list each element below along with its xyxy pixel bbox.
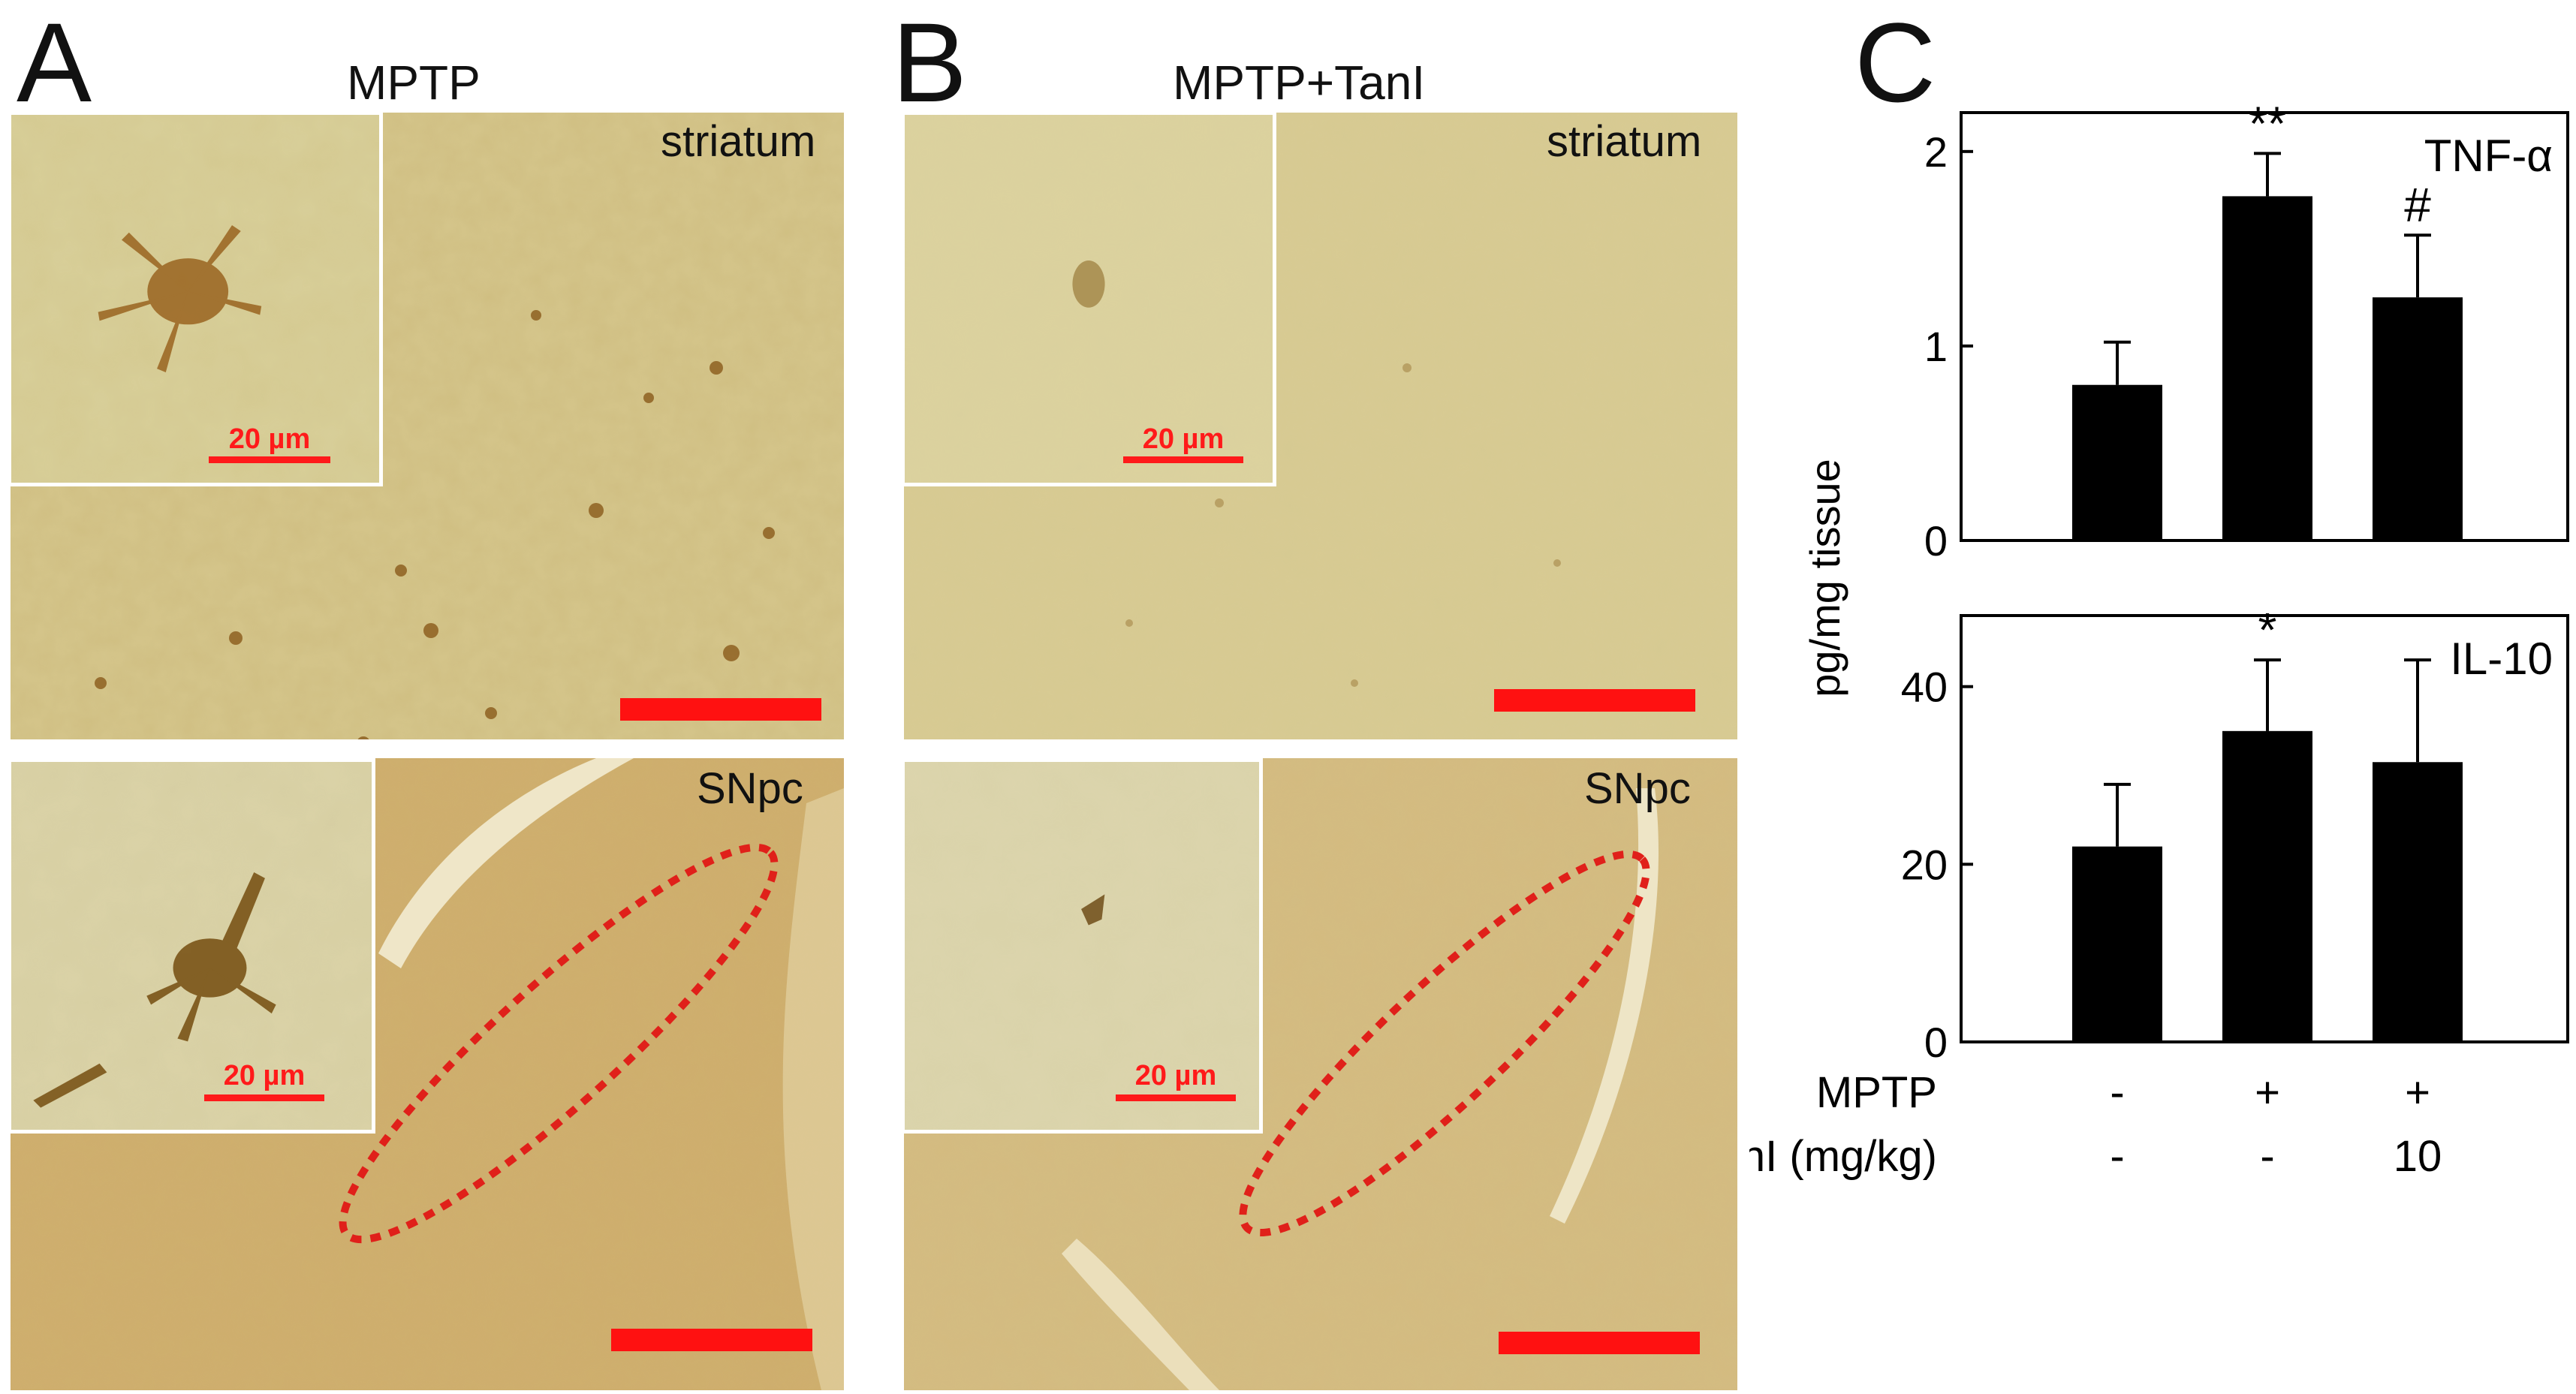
bar-0-1: [2222, 196, 2312, 540]
y-tick-label-0-2: 2: [1924, 128, 1948, 176]
inset-scale-bar-b-snpc: [1116, 1094, 1236, 1101]
panel-a-title: MPTP: [347, 56, 481, 110]
inset-scale-bar-a-snpc: [204, 1094, 324, 1101]
treatment-value-1-2: 10: [2394, 1132, 2442, 1181]
region-label-b-snpc: SNpc: [1584, 764, 1691, 813]
inset-scale-label-a-snpc: 20 µm: [223, 1060, 306, 1091]
scale-bar-b-snpc: [1499, 1332, 1700, 1354]
inset-scale-bar-a-striatum: [209, 456, 330, 463]
treatment-value-0-1: +: [2255, 1068, 2280, 1117]
y-tick-label-0-1: 1: [1924, 323, 1948, 370]
scale-bar-a-striatum: [620, 698, 821, 721]
panel-letter-c: C: [1854, 0, 1936, 125]
bar-1-2: [2373, 762, 2463, 1042]
y-tick-label-0-0: 0: [1924, 517, 1948, 565]
inset-b-striatum: [901, 111, 1276, 486]
y-tick-label-1-2: 40: [1901, 664, 1948, 711]
bar-1-1: [2222, 730, 2312, 1042]
chart-title-0: TNF-α: [2424, 131, 2553, 181]
region-label-a-striatum: striatum: [661, 117, 816, 166]
bar-chart-svg: 0 1 2 ** #TNF-α 0 20 40 * IL-10 pg/mg tissue MPTP - +…: [1695, 96, 2569, 1181]
significance-0-1: **: [2249, 98, 2286, 150]
inset-scale-bar-b-striatum: [1123, 456, 1243, 463]
inset-a-snpc: [8, 758, 375, 1134]
treatment-value-0-2: +: [2405, 1068, 2430, 1117]
panel-c-charts: 0 1 2 ** # TNF-α 0 20 40 * IL-10 pg/mg tissue MPTP - +…: [1695, 96, 2576, 1390]
treatment-value-0-0: -: [2110, 1068, 2124, 1117]
treatment-value-1-0: -: [2110, 1132, 2124, 1181]
y-axis-label: pg/mg tissue: [1801, 459, 1848, 697]
region-label-a-snpc: SNpc: [697, 764, 803, 813]
bar-0-0: [2072, 384, 2162, 540]
region-label-b-striatum: striatum: [1547, 117, 1702, 166]
treatment-row-label-0: MPTP: [1816, 1068, 1937, 1117]
chart-title-1: IL-10: [2450, 634, 2553, 684]
bar-0-2: [2373, 297, 2463, 540]
inset-a-striatum: [8, 111, 383, 486]
significance-1-1: *: [2258, 603, 2277, 657]
scale-bar-a-snpc: [611, 1329, 812, 1351]
panel-letter-b: B: [892, 0, 968, 125]
y-tick-label-1-1: 20: [1901, 841, 1948, 888]
treatment-row-label-1: TanI (mg/kg): [1749, 1132, 1937, 1181]
inset-b-snpc: [901, 758, 1263, 1134]
inset-scale-label-b-snpc: 20 µm: [1134, 1060, 1217, 1091]
bar-1-0: [2072, 846, 2162, 1042]
treatment-value-1-1: -: [2260, 1132, 2274, 1181]
panel-letter-a: A: [17, 0, 92, 125]
inset-scale-label-a-striatum: 20 µm: [228, 423, 311, 455]
significance-0-2: #: [2404, 178, 2431, 232]
panel-b-title: MPTP+TanI: [1173, 56, 1426, 110]
inset-scale-label-b-striatum: 20 µm: [1142, 423, 1225, 455]
y-tick-label-1-0: 0: [1924, 1019, 1948, 1066]
scale-bar-b-striatum: [1494, 689, 1695, 712]
